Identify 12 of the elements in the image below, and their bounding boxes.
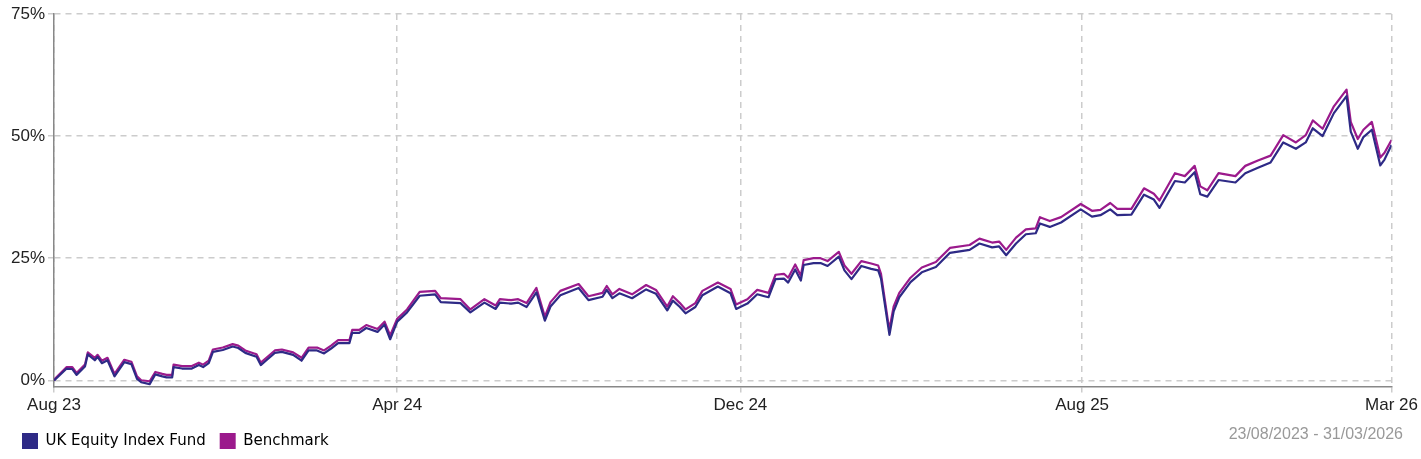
y-tick-label: 75% xyxy=(10,3,46,23)
x-tick-label: Dec 24 xyxy=(713,395,768,415)
x-tick-label: Apr 24 xyxy=(372,395,423,415)
y-tick-label: 0% xyxy=(20,369,46,389)
y-tick-label: 25% xyxy=(10,247,46,267)
x-tick-label: Aug 23 xyxy=(27,395,81,415)
text: 23/08/2023 - 31/03/2026 xyxy=(1228,425,1403,443)
legend-label: UK Equity Index Fund xyxy=(45,430,206,449)
x-tick-label: Mar 26 xyxy=(1365,395,1419,415)
legend-label: Benchmark xyxy=(243,430,329,449)
y-tick-label: 50% xyxy=(10,125,46,145)
x-tick-label: Aug 25 xyxy=(1055,395,1110,415)
